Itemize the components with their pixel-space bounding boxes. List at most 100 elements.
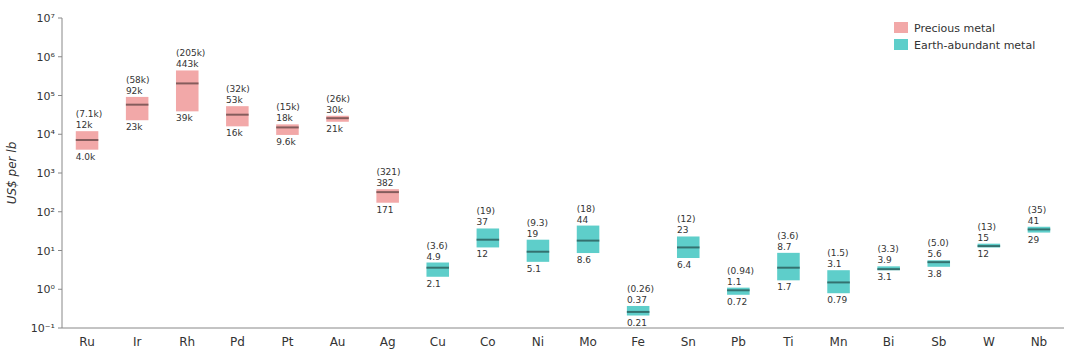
chart: 10⁻¹10⁰10¹10²10³10⁴10⁵10⁶10⁷US$ per lbRu… xyxy=(0,0,1080,362)
median-line xyxy=(827,281,850,283)
low-label: 0.21 xyxy=(627,318,647,328)
high-label: 5.6 xyxy=(927,249,942,259)
median-line xyxy=(76,139,99,141)
y-tick-label: 10⁻¹ xyxy=(31,322,55,335)
range-bar xyxy=(226,106,249,126)
median-line xyxy=(877,268,900,270)
low-label: 12 xyxy=(477,249,488,259)
median-label: (3.6) xyxy=(777,231,798,241)
plot-area xyxy=(76,70,1050,315)
range-bar xyxy=(577,226,600,253)
median-line xyxy=(627,311,650,313)
x-tick-label: Sb xyxy=(931,335,946,349)
x-tick-label: Pd xyxy=(230,335,245,349)
y-axis: 10⁻¹10⁰10¹10²10³10⁴10⁵10⁶10⁷ xyxy=(31,12,62,335)
y-tick xyxy=(58,250,62,251)
range-bar xyxy=(877,266,900,270)
median-label: (19) xyxy=(477,206,495,216)
high-label: 1.1 xyxy=(727,277,741,287)
low-label: 29 xyxy=(1028,235,1040,245)
high-label: 12k xyxy=(76,120,93,130)
median-label: (0.26) xyxy=(627,284,654,294)
high-label: 15 xyxy=(978,233,989,243)
median-line xyxy=(978,245,1001,247)
range-bar xyxy=(527,240,550,262)
low-label: 21k xyxy=(326,124,343,134)
y-tick-label: 10⁰ xyxy=(37,283,56,296)
median-line xyxy=(477,239,500,241)
median-line xyxy=(276,126,299,128)
median-line xyxy=(426,267,449,269)
median-label: (35) xyxy=(1028,205,1046,215)
y-tick-label: 10⁷ xyxy=(37,12,55,25)
range-bar xyxy=(777,253,800,280)
median-line xyxy=(677,246,700,248)
y-tick xyxy=(58,211,62,212)
x-axis: RuIrRhPdPtAuAgCuCoNiMoFeSnPbTiMnBiSbWNb xyxy=(62,328,1064,349)
low-label: 12 xyxy=(978,249,989,259)
low-label: 39k xyxy=(176,113,193,123)
x-tick-label: Fe xyxy=(631,335,645,349)
median-label: (58k) xyxy=(126,75,150,85)
low-label: 5.1 xyxy=(527,264,541,274)
median-line xyxy=(927,261,950,263)
range-bar xyxy=(927,260,950,267)
high-label: 8.7 xyxy=(777,242,791,252)
high-label: 23 xyxy=(677,225,688,235)
x-tick-label: Ir xyxy=(133,335,142,349)
range-bar xyxy=(376,189,399,203)
high-label: 19 xyxy=(527,229,539,239)
high-label: 0.37 xyxy=(627,295,647,305)
range-bar xyxy=(276,124,299,135)
x-tick-label: W xyxy=(983,335,995,349)
median-label: (18) xyxy=(577,204,595,214)
x-tick-label: Pb xyxy=(731,335,746,349)
median-label: (3.6) xyxy=(426,241,447,251)
range-bar xyxy=(727,288,750,295)
low-label: 0.72 xyxy=(727,297,747,307)
x-axis-line xyxy=(62,328,1064,329)
median-label: (205k) xyxy=(176,48,205,58)
high-label: 41 xyxy=(1028,216,1039,226)
low-label: 1.7 xyxy=(777,282,791,292)
y-tick xyxy=(58,328,62,329)
x-tick-label: Pt xyxy=(281,335,293,349)
median-line xyxy=(176,82,199,84)
low-label: 6.4 xyxy=(677,260,692,270)
range-bar xyxy=(827,270,850,293)
median-line xyxy=(577,240,600,242)
high-label: 443k xyxy=(176,59,199,69)
legend-label: Earth-abundant metal xyxy=(914,39,1035,52)
median-line xyxy=(376,191,399,193)
median-line xyxy=(527,251,550,253)
median-label: (12) xyxy=(677,214,695,224)
x-tick-label: Ru xyxy=(79,335,94,349)
low-label: 8.6 xyxy=(577,255,592,265)
median-label: (15k) xyxy=(276,102,300,112)
high-label: 4.9 xyxy=(426,252,441,262)
low-label: 171 xyxy=(376,205,393,215)
range-bar xyxy=(677,236,700,258)
low-label: 3.8 xyxy=(927,269,942,279)
y-tick xyxy=(58,289,62,290)
y-tick-label: 10⁵ xyxy=(37,90,55,103)
low-label: 16k xyxy=(226,128,243,138)
low-label: 0.79 xyxy=(827,295,847,305)
median-label: (7.1k) xyxy=(76,109,103,119)
legend-label: Precious metal xyxy=(914,22,995,35)
x-tick-label: Bi xyxy=(883,335,895,349)
x-tick-label: Rh xyxy=(179,335,195,349)
median-line xyxy=(727,289,750,291)
range-bar xyxy=(176,70,199,111)
y-tick xyxy=(58,95,62,96)
range-bar xyxy=(1028,227,1051,233)
y-tick xyxy=(58,173,62,174)
high-label: 3.1 xyxy=(827,259,841,269)
legend-swatch xyxy=(894,39,908,50)
high-label: 37 xyxy=(477,217,488,227)
x-tick-label: Co xyxy=(480,335,496,349)
high-label: 53k xyxy=(226,95,243,105)
median-label: (5.0) xyxy=(927,238,948,248)
x-tick-label: Au xyxy=(330,335,346,349)
median-label: (26k) xyxy=(326,94,350,104)
